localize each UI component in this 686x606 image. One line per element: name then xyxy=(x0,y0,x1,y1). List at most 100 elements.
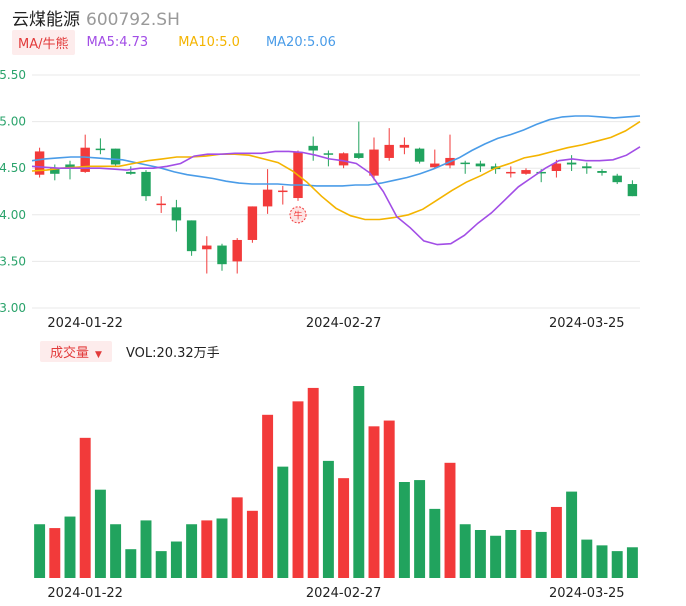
volume-bar xyxy=(566,491,578,578)
x-tick-label: 2024-02-27 xyxy=(306,316,382,331)
candle-body xyxy=(354,153,364,158)
volume-bar xyxy=(277,466,289,578)
volume-bar xyxy=(307,387,319,578)
volume-bar xyxy=(535,531,547,578)
ma20-label: MA20:5.06 xyxy=(265,34,336,50)
volume-bar xyxy=(186,524,198,578)
candle-body xyxy=(612,175,622,183)
candle-body xyxy=(141,171,151,197)
volume-bar xyxy=(353,386,365,578)
volume-bar xyxy=(170,541,182,578)
candle-body xyxy=(247,206,258,240)
candle-body xyxy=(217,245,227,265)
y-tick-label: 4.50 xyxy=(0,161,26,175)
volume-button-label: 成交量 xyxy=(50,345,90,361)
volume-bar xyxy=(64,516,76,578)
volume-bar xyxy=(125,549,137,578)
volume-bar xyxy=(398,482,410,578)
volume-bar xyxy=(505,530,517,578)
volume-bar xyxy=(626,547,638,578)
ma10-line xyxy=(31,120,641,221)
candle-body xyxy=(186,220,197,252)
candle-body xyxy=(627,184,638,197)
volume-bar xyxy=(444,462,456,578)
volume-bar xyxy=(490,535,502,578)
ma5-line xyxy=(31,146,641,246)
candle-body xyxy=(308,145,318,151)
candle-body xyxy=(597,170,607,173)
volume-legend: 成交量 ▼ VOL:20.32万手 xyxy=(40,340,220,362)
candle-body xyxy=(460,162,470,165)
volume-bar xyxy=(110,524,122,578)
caret-down-icon: ▼ xyxy=(95,349,102,360)
volume-bar xyxy=(155,551,167,578)
volume-bar xyxy=(459,524,471,578)
candle-body xyxy=(34,151,45,175)
candle-body xyxy=(80,147,90,172)
volume-bar xyxy=(201,520,213,578)
x-tick-label: 2024-03-25 xyxy=(549,586,625,601)
volume-bar xyxy=(338,478,350,578)
stock-title: 云煤能源 600792.SH xyxy=(12,5,180,30)
volume-bar xyxy=(246,510,258,578)
candle-body xyxy=(156,203,166,206)
candle-body xyxy=(202,245,212,250)
stock-code: 600792.SH xyxy=(86,10,180,30)
candle-body xyxy=(278,190,288,193)
ma10-label: MA10:5.0 xyxy=(178,34,240,50)
volume-bar xyxy=(429,508,441,578)
candle-body xyxy=(338,153,349,166)
candle-body xyxy=(536,171,546,174)
candle-body xyxy=(551,163,562,171)
candle-body xyxy=(506,171,516,174)
volume-bar xyxy=(79,437,91,578)
volume-bar xyxy=(581,539,593,578)
ma-legend: MA/牛熊 MA5:4.73 MA10:5.0 MA20:5.06 xyxy=(12,29,336,55)
volume-bar xyxy=(292,401,304,578)
x-tick-label: 2024-01-22 xyxy=(47,316,123,331)
volume-bar xyxy=(414,480,426,578)
y-tick-label: 3.00 xyxy=(0,301,26,315)
candle-body xyxy=(50,168,60,174)
y-tick-label: 3.50 xyxy=(0,254,26,268)
candle-body xyxy=(582,166,592,169)
volume-bar xyxy=(262,414,274,578)
stock-name: 云煤能源 xyxy=(12,10,80,30)
y-tick-label: 4.00 xyxy=(0,208,26,222)
x-tick-label: 2024-02-27 xyxy=(306,586,382,601)
candle-body xyxy=(232,239,242,262)
candle-body xyxy=(521,170,531,174)
volume-bar xyxy=(383,420,395,578)
volume-bar xyxy=(140,520,152,578)
volume-bar xyxy=(231,497,243,578)
volume-bar xyxy=(550,506,562,578)
ma5-label: MA5:4.73 xyxy=(86,34,149,50)
volume-indicator-button[interactable]: 成交量 ▼ xyxy=(40,340,112,362)
candle-body xyxy=(430,163,440,168)
x-tick-label: 2024-01-22 xyxy=(47,586,123,601)
y-tick-label: 5.50 xyxy=(0,68,26,82)
x-tick-label: 2024-03-25 xyxy=(549,316,625,331)
bull-icon xyxy=(289,206,307,224)
volume-bar xyxy=(49,528,61,578)
candle-body xyxy=(414,148,425,162)
volume-bar xyxy=(94,489,106,578)
candle-body xyxy=(262,189,273,207)
volume-bar xyxy=(520,530,532,578)
volume-bar xyxy=(474,530,486,578)
volume-bar xyxy=(322,460,334,578)
candle-body xyxy=(65,164,75,169)
bull-marker-label: 牛 xyxy=(293,209,302,221)
ma20-line xyxy=(31,115,641,187)
ma-toggle-button[interactable]: MA/牛熊 xyxy=(12,29,75,55)
volume-bar xyxy=(368,426,380,578)
volume-bar xyxy=(34,524,46,578)
candle-body xyxy=(475,163,486,167)
candle-body xyxy=(171,207,182,221)
candle-body xyxy=(95,148,106,151)
candle-body xyxy=(323,153,334,155)
volume-bar xyxy=(596,545,608,578)
volume-bar xyxy=(611,551,623,578)
y-tick-label: 5.00 xyxy=(0,115,26,129)
